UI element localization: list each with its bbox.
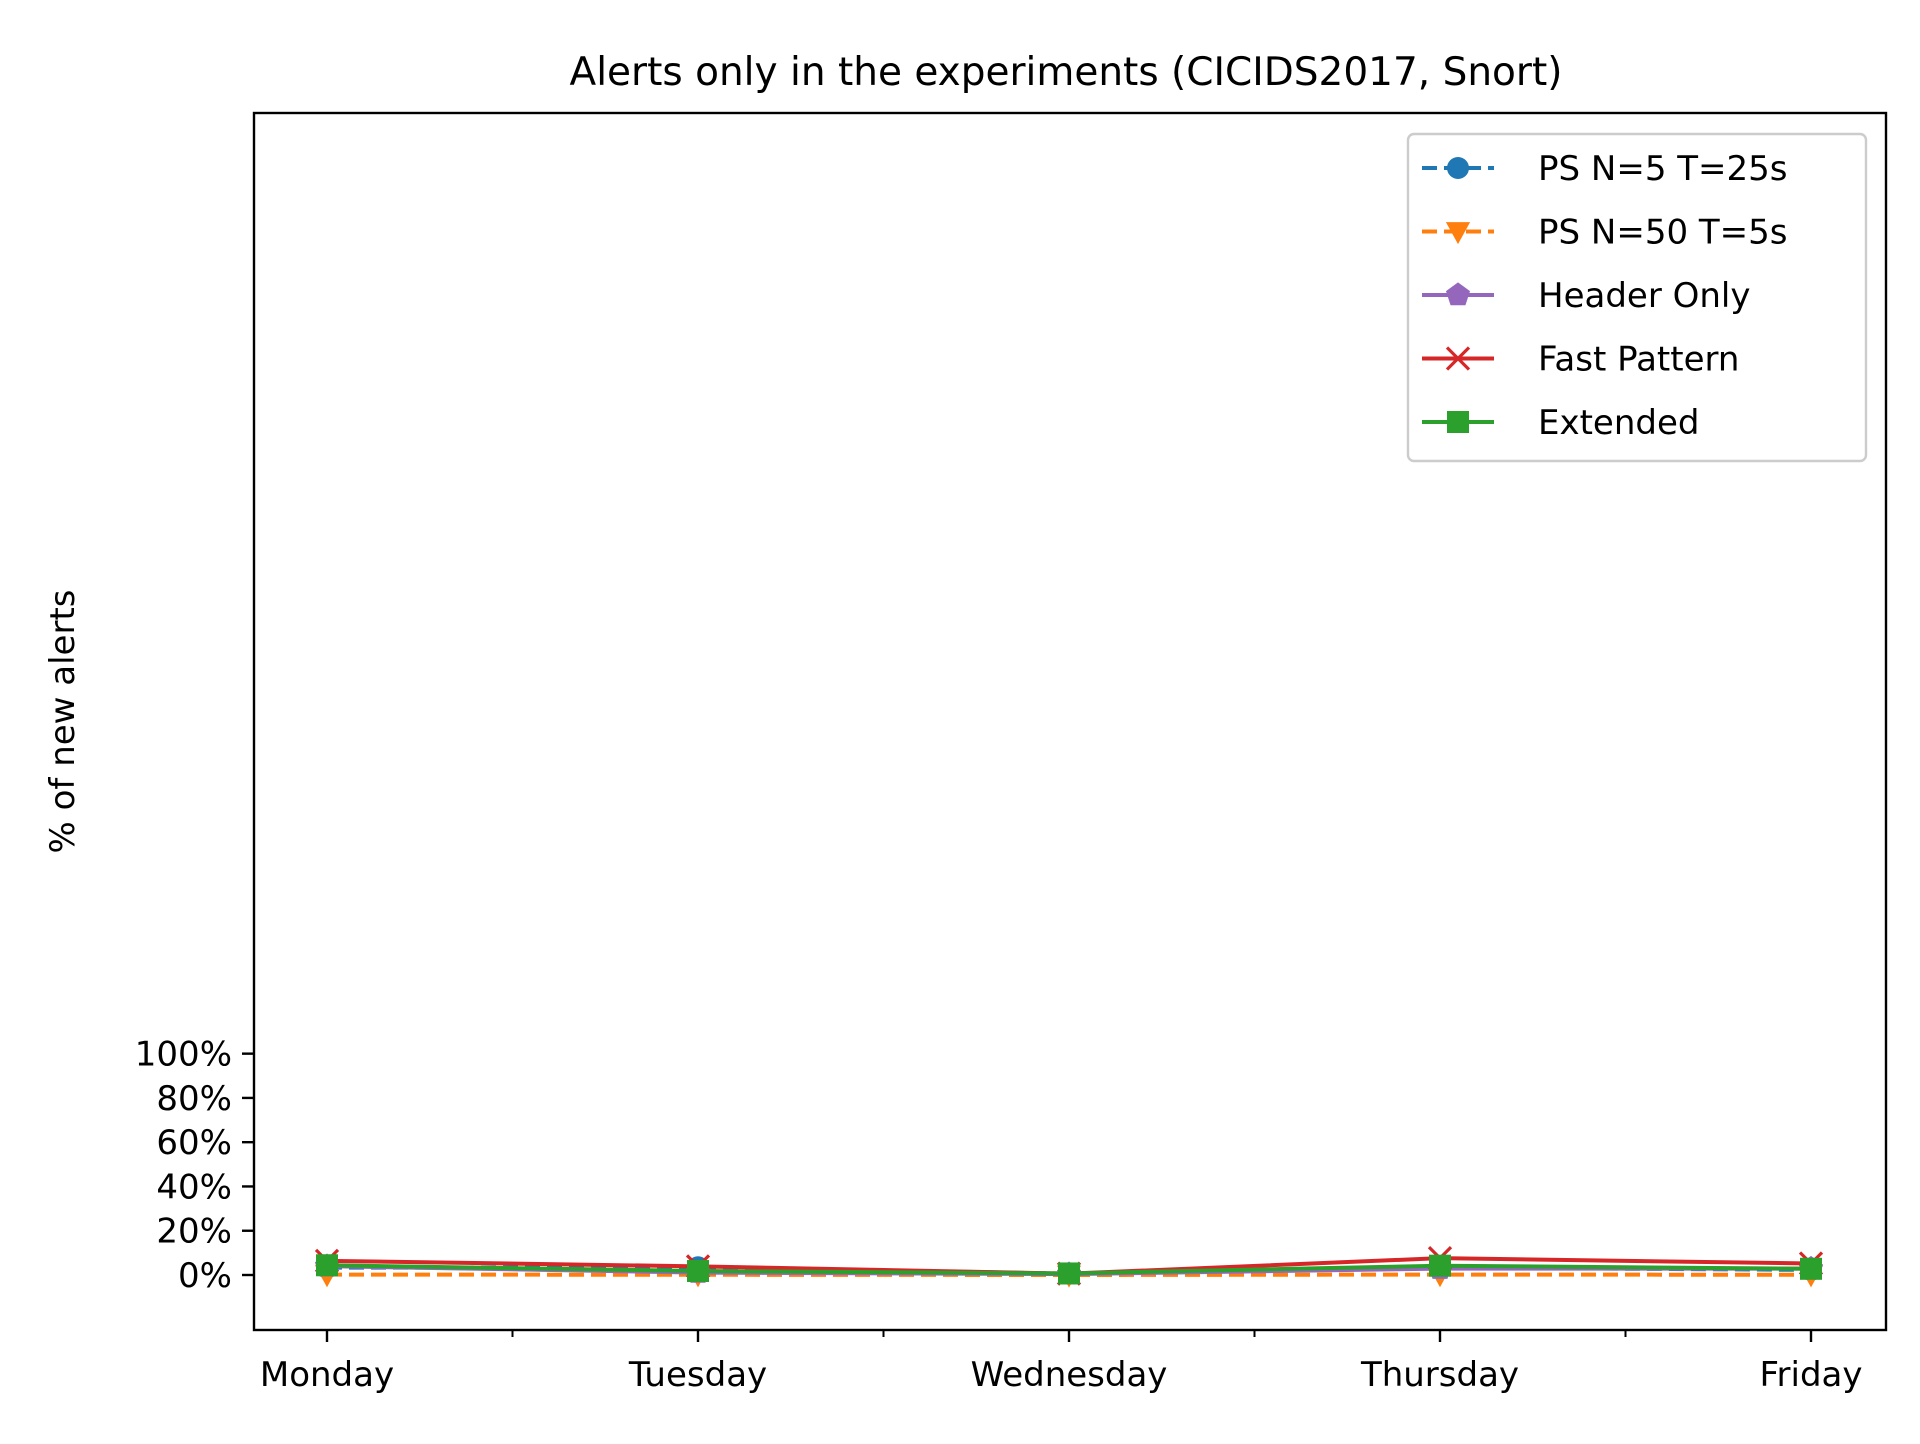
data-point [1429, 1255, 1451, 1277]
y-tick-label: 40% [156, 1167, 232, 1207]
x-tick-label: Thursday [1360, 1355, 1519, 1395]
y-tick-label: 60% [156, 1123, 232, 1163]
y-axis: 0%20% 40%60%80%100% [135, 1035, 254, 1296]
chart-title: Alerts only in the experiments (CICIDS20… [570, 50, 1563, 95]
x-tick-label: Friday [1759, 1355, 1862, 1395]
data-point [1058, 1262, 1080, 1284]
legend-label: PS N=5 T=25s [1538, 149, 1788, 189]
legend-label: Header Only [1538, 276, 1750, 316]
legend-label: Fast Pattern [1538, 340, 1739, 380]
legend-swatch-marker [1447, 411, 1469, 433]
plot-area [315, 1247, 1823, 1287]
y-axis-label: % of new alerts [43, 590, 83, 854]
x-tick-label: Wednesday [971, 1355, 1168, 1395]
y-tick-label: 100% [135, 1035, 232, 1075]
y-tick-label: 0% [178, 1256, 232, 1296]
y-tick-label: 80% [156, 1079, 232, 1119]
data-point [687, 1260, 709, 1282]
legend-swatch-marker [1447, 157, 1469, 179]
legend-label: Extended [1538, 403, 1699, 443]
x-tick-label: Tuesday [628, 1355, 767, 1395]
data-point [316, 1254, 338, 1276]
legend-label: PS N=50 T=5s [1538, 213, 1788, 253]
legend: PS N=5 T=25s PS N=50 T=5s Header Only Fast … [1408, 134, 1866, 461]
x-axis: Monday Tuesday Wednesday Thursday Friday [260, 1330, 1863, 1395]
y-tick-label: 20% [156, 1212, 232, 1252]
x-tick-label: Monday [260, 1355, 394, 1395]
data-point [1800, 1258, 1822, 1280]
